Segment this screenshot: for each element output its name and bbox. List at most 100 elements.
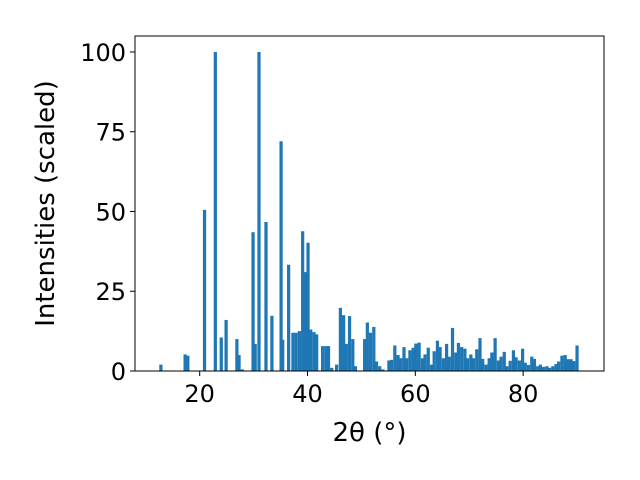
x-tick-label: 60 [400,380,431,408]
bar [186,355,190,371]
bar [344,343,348,371]
bar [475,349,479,371]
bar [294,332,298,371]
bar [511,350,516,371]
bar [551,366,555,371]
bar [547,367,552,371]
bar [326,346,331,371]
bar [502,351,506,371]
bar [219,337,223,371]
bar [402,347,406,371]
bar [444,343,449,371]
bar [414,343,418,371]
bar [523,362,527,371]
bar [399,358,403,371]
bars-group [159,51,579,371]
bar [469,354,473,371]
bar [572,361,576,371]
bar [496,360,500,371]
bar [159,364,163,371]
bar [324,346,328,371]
bar [441,358,445,371]
x-tick-label: 40 [292,380,323,408]
bar [408,350,412,371]
y-tick-label: 100 [80,39,126,67]
bar [202,209,207,371]
bar [420,358,424,371]
bar [335,364,339,371]
bar [575,345,579,371]
x-axis-label: 2θ (°) [332,418,406,448]
bar [484,364,488,371]
bar [363,339,367,371]
bar [301,231,305,371]
y-tick-label: 75 [95,119,126,147]
y-axis-label: Intensities (scaled) [31,80,61,327]
bar [312,332,316,371]
bar [538,364,542,371]
bar [505,366,509,371]
bar [563,355,567,371]
bar [287,264,291,371]
bar [493,338,497,371]
x-tick-label: 80 [508,380,539,408]
bar [320,346,325,371]
y-tick-label: 0 [111,358,126,386]
bar [447,356,451,371]
bar [235,339,239,371]
bar [396,355,400,371]
bar [566,359,570,371]
bar [347,316,352,371]
bar [481,358,485,371]
bar [240,369,244,371]
bar [508,360,512,371]
bar [342,315,346,371]
bar [454,352,458,371]
bar [279,141,283,371]
bar [264,222,268,371]
bar [389,359,394,371]
bar [466,358,470,371]
bar [303,272,307,371]
bar [438,347,442,371]
bar [471,358,476,371]
bar [557,361,561,371]
bar [291,332,295,371]
bar [297,331,302,371]
bar [306,242,310,371]
bar [253,343,257,371]
bar [270,315,274,371]
bar [281,339,285,371]
bar [417,342,421,371]
bar [183,354,187,371]
x-tick-label: 20 [184,380,215,408]
bar [423,354,427,371]
y-tick-label: 50 [95,198,126,226]
bar [309,329,313,371]
bar [393,345,397,371]
bar [460,347,464,371]
bar [251,232,255,371]
bar [499,356,503,371]
bar [456,342,461,371]
bar [520,348,525,371]
bar [487,358,491,371]
bar [351,339,355,371]
bar [374,361,379,371]
bar [432,351,436,371]
bar [526,364,531,371]
bar [381,369,385,371]
bar [530,356,534,371]
bar [514,357,518,371]
bar [569,359,573,371]
bar [330,367,334,371]
bar [365,322,369,371]
bar [542,366,546,371]
bar [536,366,540,371]
bar [315,334,319,371]
bar [435,340,440,371]
bar [517,360,521,371]
bar [257,51,261,371]
bar [426,347,430,371]
